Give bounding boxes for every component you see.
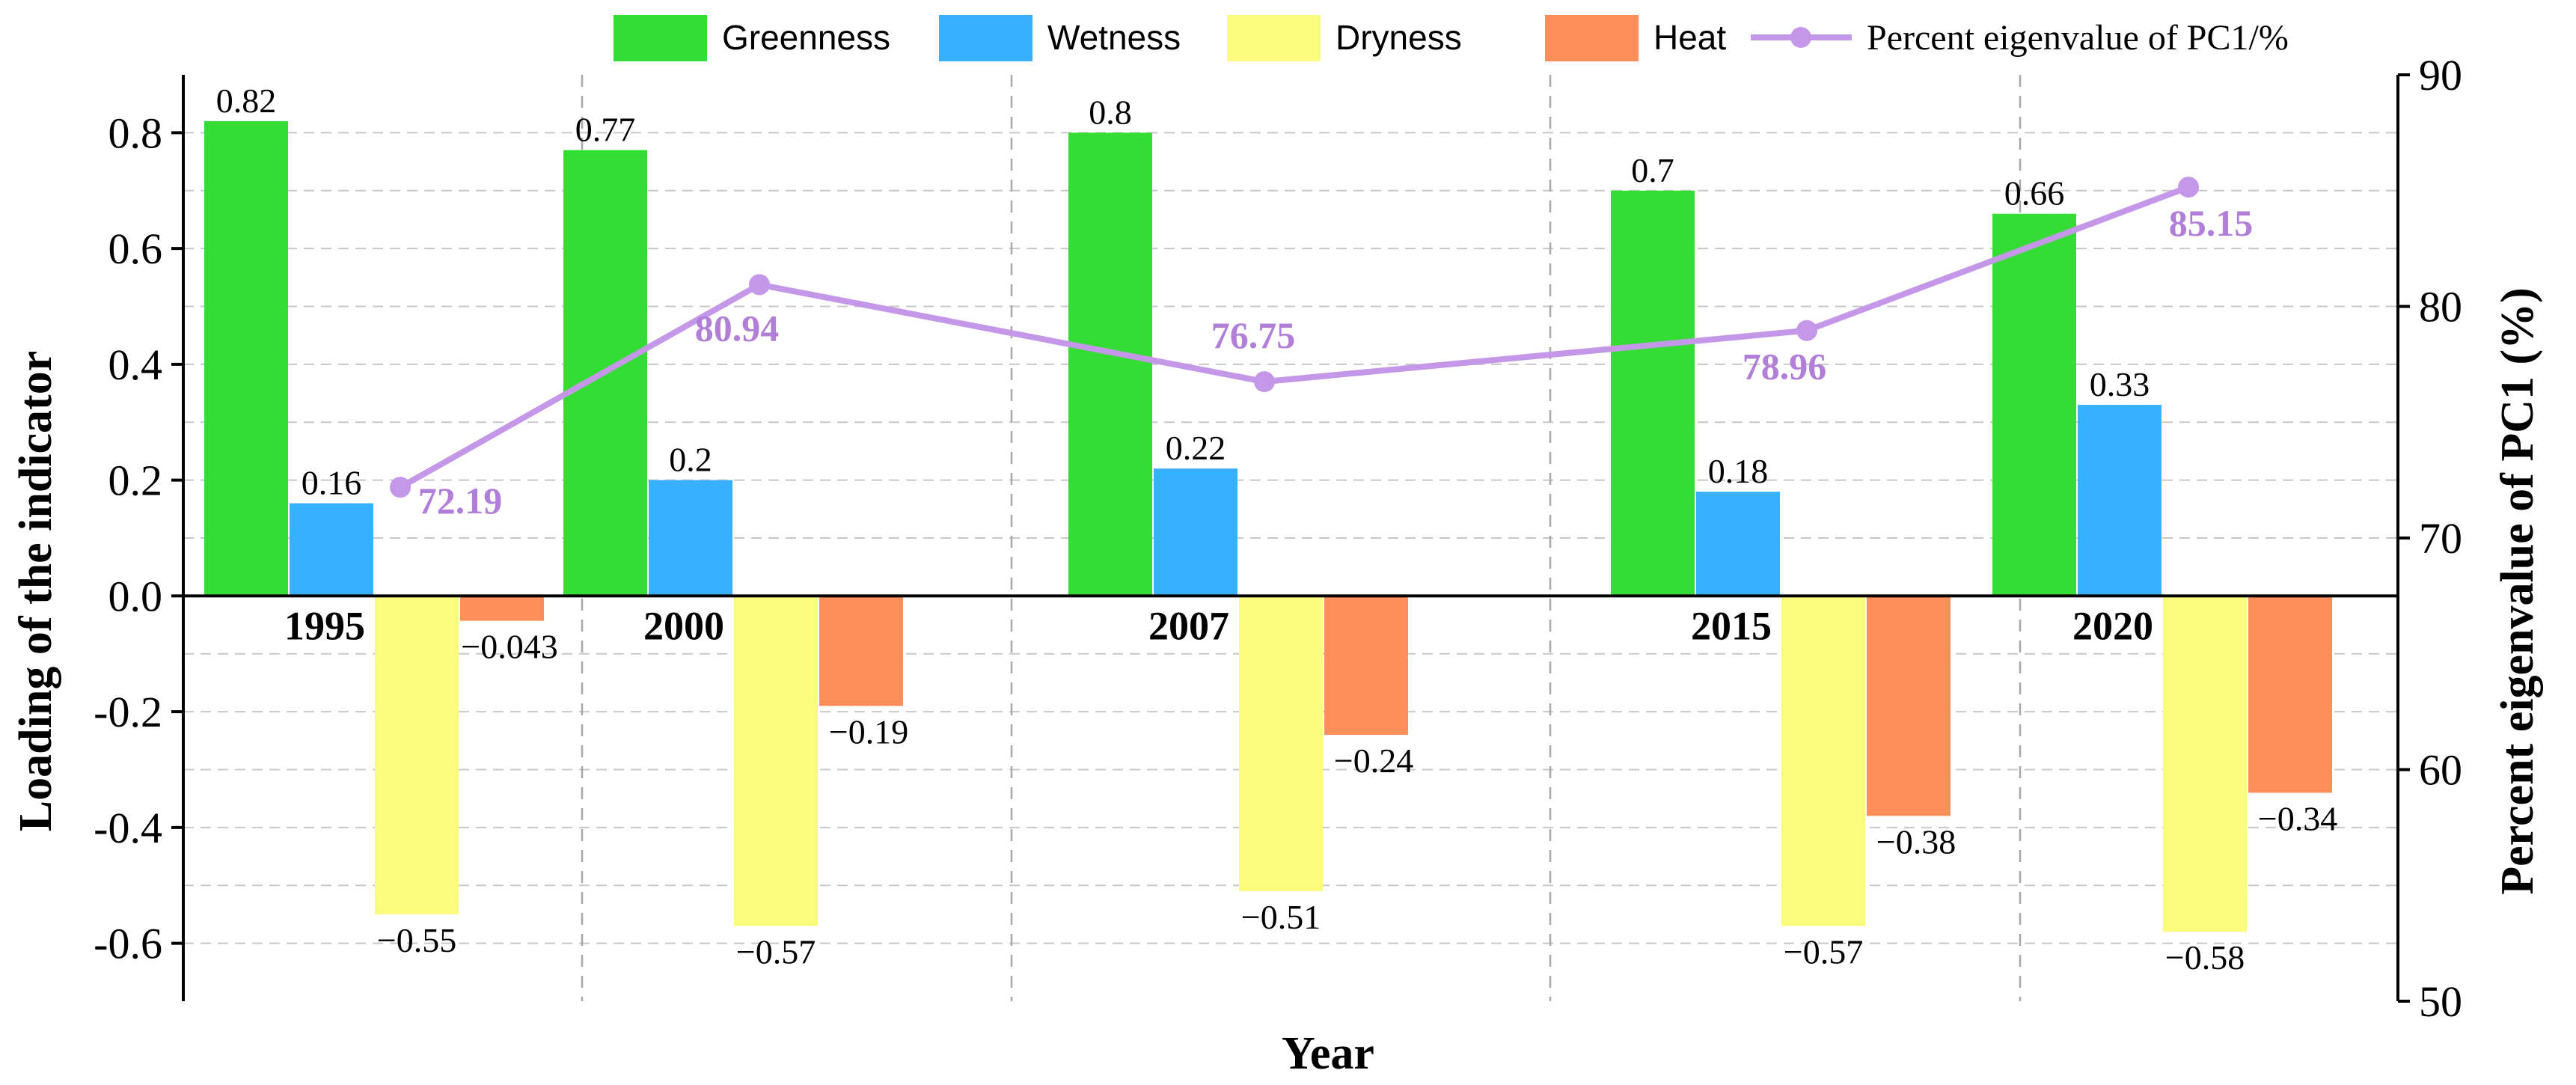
bar-greenness-2007 bbox=[1068, 132, 1152, 596]
legend: Greenness Wetness Dryness Heat Percent eigen… bbox=[614, 15, 2289, 61]
bar-dryness-2015 bbox=[1781, 596, 1865, 926]
pc1-point-2020 bbox=[2178, 177, 2199, 198]
bar-label-dryness-1995: −0.55 bbox=[377, 921, 456, 959]
pc1-point-1995 bbox=[390, 477, 411, 498]
bar-dryness-2007 bbox=[1239, 596, 1323, 891]
legend-label-dryness: Dryness bbox=[1336, 18, 1462, 57]
bar-label-wetness-2015: 0.18 bbox=[1708, 452, 1769, 490]
x-tick-label-2007: 2007 bbox=[1148, 603, 1229, 648]
bar-label-heat-2020: −0.34 bbox=[2258, 799, 2337, 837]
bar-dryness-2020 bbox=[2163, 596, 2247, 932]
y-tick-label: 0.4 bbox=[108, 340, 163, 389]
bar-label-greenness-2015: 0.7 bbox=[1631, 151, 1674, 189]
y2-tick-label: 80 bbox=[2419, 283, 2462, 331]
y-tick-label: 0.8 bbox=[108, 109, 163, 157]
bar-heat-1995 bbox=[460, 596, 544, 621]
bar-greenness-1995 bbox=[204, 120, 288, 596]
y2-axis-title: Percent eigenvalue of PC1 (%) bbox=[2492, 287, 2543, 895]
bar-label-dryness-2000: −0.57 bbox=[736, 932, 816, 971]
pc1-label-2000: 80.94 bbox=[695, 307, 780, 349]
bar-label-heat-1995: −0.043 bbox=[461, 628, 557, 666]
bar-label-heat-2015: −0.38 bbox=[1876, 822, 1956, 861]
legend-label-heat: Heat bbox=[1653, 18, 1726, 57]
y-tick-label: -0.4 bbox=[94, 804, 162, 852]
bar-label-heat-2007: −0.24 bbox=[1334, 742, 1413, 780]
y-tick-label: 0.6 bbox=[108, 224, 163, 273]
x-axis-title: Year bbox=[1282, 1028, 1374, 1079]
bar-wetness-2020 bbox=[2078, 405, 2162, 596]
y2-tick-label: 50 bbox=[2419, 977, 2462, 1026]
bar-label-dryness-2007: −0.51 bbox=[1241, 898, 1321, 936]
bar-heat-2020 bbox=[2248, 596, 2332, 793]
bar-dryness-1995 bbox=[375, 596, 459, 914]
pc1-point-2015 bbox=[1796, 320, 1817, 341]
pc1-label-2015: 78.96 bbox=[1743, 346, 1827, 388]
x-tick-label-2020: 2020 bbox=[2072, 603, 2153, 648]
y-tick-label: 0.2 bbox=[108, 456, 163, 505]
y-axis-title: Loading of the indicator bbox=[10, 351, 61, 831]
x-tick-label-1995: 1995 bbox=[284, 603, 365, 648]
legend-swatch-greenness bbox=[614, 15, 707, 61]
bar-label-wetness-1995: 0.16 bbox=[302, 464, 362, 502]
bar-heat-2007 bbox=[1324, 596, 1408, 736]
bar-label-greenness-2020: 0.66 bbox=[2004, 174, 2065, 213]
bar-label-greenness-1995: 0.82 bbox=[216, 82, 277, 120]
y2-tick-label: 70 bbox=[2419, 514, 2462, 563]
y2-tick-label: 60 bbox=[2419, 746, 2462, 795]
pc1-label-2020: 85.15 bbox=[2169, 202, 2254, 244]
legend-label-greenness: Greenness bbox=[722, 18, 890, 57]
y2-tick-label: 90 bbox=[2419, 51, 2462, 100]
pc1-label-1995: 72.19 bbox=[418, 480, 503, 522]
bar-label-wetness-2000: 0.2 bbox=[669, 441, 712, 479]
y-tick-label: 0.0 bbox=[108, 572, 163, 620]
legend-swatch-heat bbox=[1545, 15, 1639, 61]
legend-label-pc1: Percent eigenvalue of PC1/% bbox=[1867, 18, 2289, 58]
bar-wetness-2007 bbox=[1154, 468, 1237, 596]
y-tick-label: -0.2 bbox=[94, 688, 162, 736]
bar-label-dryness-2015: −0.57 bbox=[1784, 932, 1863, 971]
legend-swatch-dryness bbox=[1227, 15, 1321, 61]
bar-wetness-2000 bbox=[649, 480, 732, 596]
bar-heat-2000 bbox=[819, 596, 903, 706]
bar-greenness-2015 bbox=[1611, 190, 1695, 596]
bars-layer bbox=[204, 120, 2332, 932]
bar-dryness-2000 bbox=[734, 596, 818, 926]
bar-label-wetness-2007: 0.22 bbox=[1166, 429, 1226, 467]
bar-label-greenness-2007: 0.8 bbox=[1089, 93, 1132, 131]
x-tick-label-2015: 2015 bbox=[1691, 603, 1772, 648]
bar-wetness-2015 bbox=[1696, 492, 1780, 596]
bar-label-wetness-2020: 0.33 bbox=[2090, 365, 2150, 403]
pc1-line-layer: 72.19 80.94 76.75 78.96 85.15 bbox=[390, 177, 2253, 522]
legend-swatch-pc1-marker bbox=[1790, 27, 1811, 48]
bar-label-greenness-2000: 0.77 bbox=[575, 111, 636, 149]
legend-label-wetness: Wetness bbox=[1047, 18, 1181, 57]
y-tick-label: -0.6 bbox=[94, 920, 162, 968]
bar-wetness-1995 bbox=[290, 503, 373, 596]
x-tick-label-2000: 2000 bbox=[643, 603, 724, 648]
bar-label-heat-2000: −0.19 bbox=[829, 712, 908, 751]
labels-layer: 0.82 0.77 0.8 0.7 0.66 0.16 0.2 0.22 0.18 0.33 −0.… bbox=[216, 82, 2337, 977]
bar-greenness-2020 bbox=[1992, 213, 2076, 596]
pc1-point-2007 bbox=[1254, 371, 1275, 393]
axes-layer: -0.6 -0.4 -0.2 0.0 0.2 0.4 0.6 0.8 50 60 70 80 90 199… bbox=[94, 51, 2462, 1026]
legend-swatch-wetness bbox=[939, 15, 1032, 61]
pc1-label-2007: 76.75 bbox=[1211, 314, 1296, 356]
bar-label-dryness-2020: −0.58 bbox=[2165, 938, 2245, 977]
bar-heat-2015 bbox=[1867, 596, 1951, 816]
pc1-point-2000 bbox=[749, 274, 770, 296]
